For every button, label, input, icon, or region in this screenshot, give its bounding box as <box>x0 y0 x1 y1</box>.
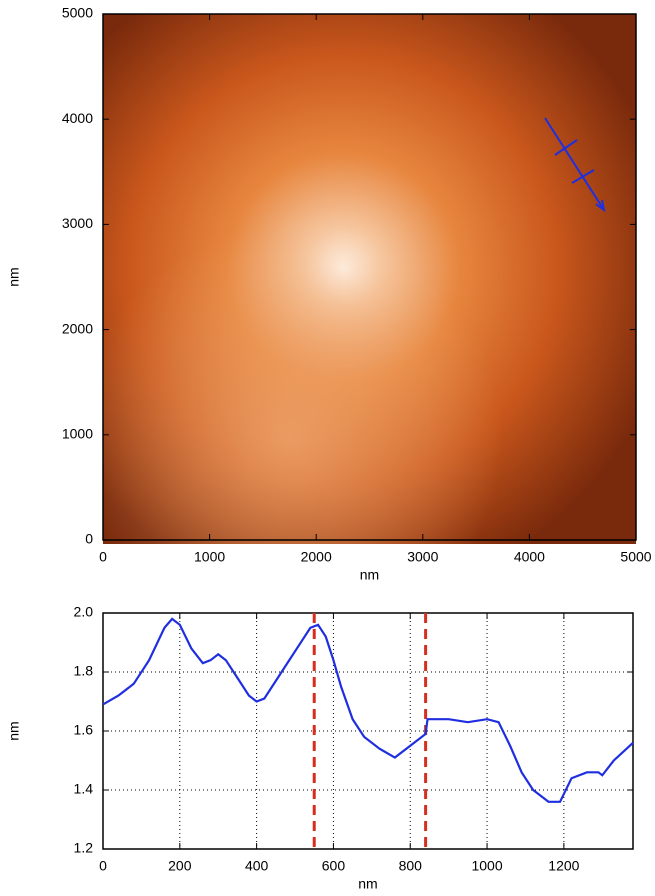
y-tick-label: 5000 <box>62 5 93 21</box>
y-tick-label: 2.0 <box>74 604 94 620</box>
y-axis-label: nm <box>6 267 22 286</box>
x-tick-label: 1000 <box>471 858 502 874</box>
y-tick-label: 1000 <box>62 426 93 442</box>
afm-image <box>103 14 636 544</box>
plot-frame <box>102 612 634 850</box>
y-tick-label: 1.6 <box>74 722 94 738</box>
x-tick-label: 200 <box>168 858 192 874</box>
profile-line <box>102 617 634 803</box>
y-tick-label: 2000 <box>62 320 93 336</box>
y-tick-label: 0 <box>85 531 93 547</box>
x-tick-label: 400 <box>245 858 269 874</box>
y-tick-label: 1.4 <box>74 781 94 797</box>
x-tick-label: 4000 <box>514 549 545 565</box>
plot-frame <box>102 13 637 541</box>
y-tick-label: 3000 <box>62 215 93 231</box>
x-tick-label: 5000 <box>620 549 651 565</box>
x-tick-label: 1000 <box>194 549 225 565</box>
x-tick-label: 2000 <box>301 549 332 565</box>
x-tick-label: 600 <box>322 858 346 874</box>
x-tick-label: 0 <box>99 858 107 874</box>
section-marker <box>544 117 606 213</box>
x-axis-label: nm <box>358 876 377 891</box>
x-axis-label: nm <box>360 567 379 583</box>
afm-surface-highlight <box>103 14 636 544</box>
x-tick-label: 800 <box>399 858 423 874</box>
y-tick-label: 4000 <box>62 110 93 126</box>
y-tick-label: 1.8 <box>74 663 94 679</box>
x-tick-label: 1200 <box>548 858 579 874</box>
y-axis-label: nm <box>6 721 22 740</box>
y-tick-label: 1.2 <box>74 840 94 856</box>
x-tick-label: 0 <box>99 549 107 565</box>
x-tick-label: 3000 <box>407 549 438 565</box>
